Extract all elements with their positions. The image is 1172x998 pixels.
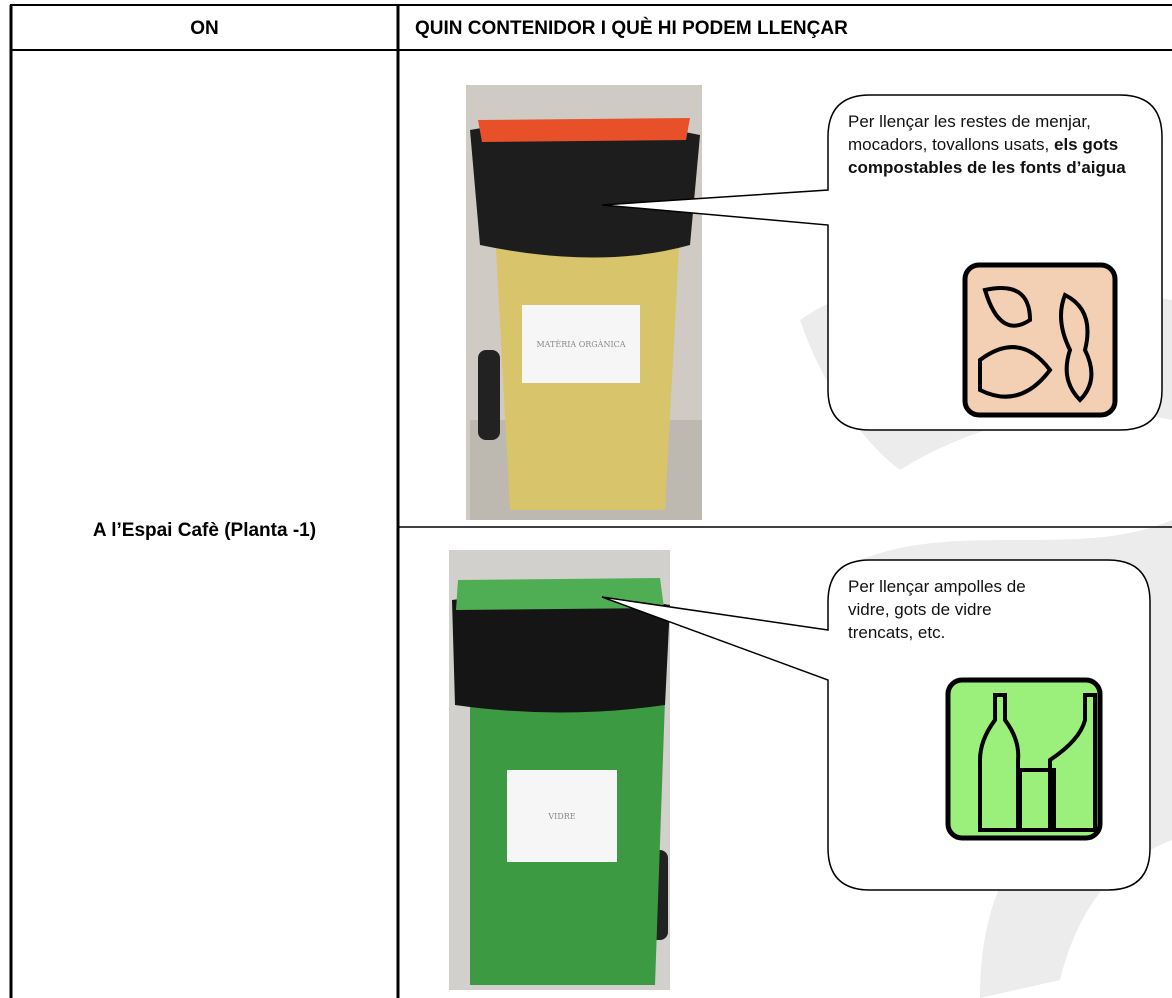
header-cell: ON [190, 18, 219, 39]
bold-text: els gots compostables de les fonts d’aig… [848, 135, 1126, 177]
bin-label: VIDRE [507, 770, 617, 862]
text: Per llençar ampolles de vidre, gots de v… [848, 577, 1026, 642]
header-cell: QUIN CONTENIDOR I QUÈ HI PODEM LLENÇAR [415, 18, 848, 39]
photo-organic-bin [466, 85, 702, 520]
table-grid [9, 4, 1172, 998]
location: A l’Espai Cafè (Planta -1) [92, 520, 317, 541]
text: Per llençar les restes de menjar, mocado… [848, 112, 1091, 154]
description: Per llençar les restes de menjar, mocado… [848, 110, 1148, 179]
icon-organic [962, 262, 1118, 418]
bin-label: MATÈRIA ORGÀNICA [522, 305, 640, 383]
icon-glass [945, 677, 1103, 841]
description: Per llençar ampolles de vidre, gots de v… [848, 575, 1058, 644]
